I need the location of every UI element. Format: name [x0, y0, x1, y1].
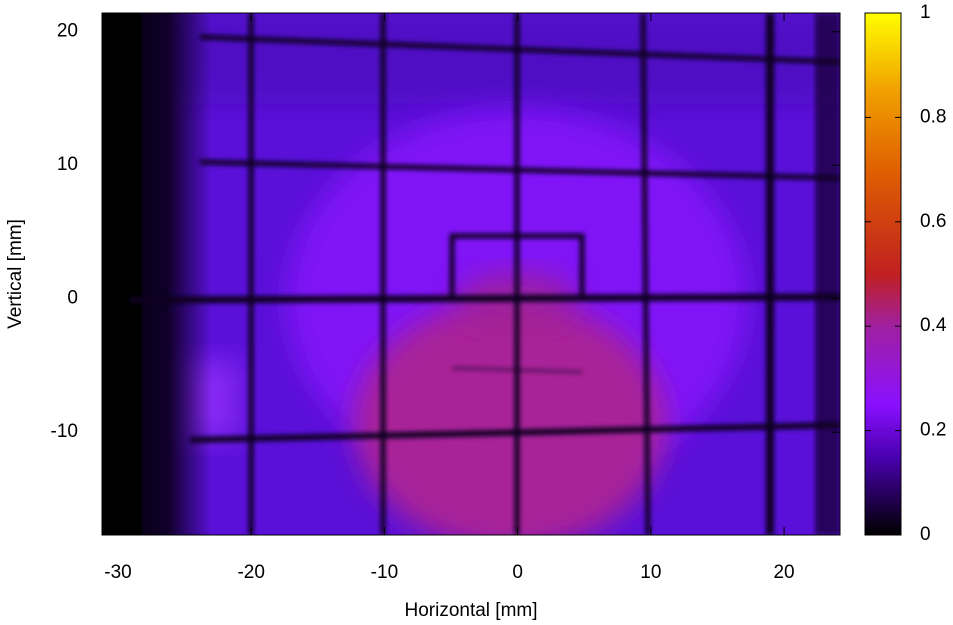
x-tick-label: -10 — [371, 562, 398, 583]
colorbar — [864, 12, 902, 536]
y-tick-label: 10 — [57, 154, 78, 175]
x-tick-label: 0 — [512, 562, 523, 583]
x-tick-label: 20 — [773, 562, 794, 583]
x-axis-label: Horizontal [mm] — [404, 600, 537, 621]
colorbar-tick-label: 0 — [920, 524, 931, 545]
colorbar-tick-label: 1 — [920, 2, 931, 23]
x-tick-label: 10 — [640, 562, 661, 583]
x-tick-label: -30 — [104, 562, 131, 583]
y-axis-label: Vertical [mm] — [5, 219, 26, 329]
colorbar-tick-label: 0.8 — [920, 106, 946, 127]
colorbar-tick-label: 0.4 — [920, 315, 947, 336]
colorbar-tick-label: 0.6 — [920, 211, 946, 232]
heatmap-image — [102, 13, 840, 535]
colorbar-tick-label: 0.2 — [920, 420, 946, 441]
plot-frame — [101, 12, 841, 536]
y-tick-label: 0 — [67, 288, 78, 309]
y-tick-label: -10 — [51, 421, 78, 442]
y-tick-label: 20 — [57, 21, 78, 42]
x-tick-label: -20 — [237, 562, 264, 583]
